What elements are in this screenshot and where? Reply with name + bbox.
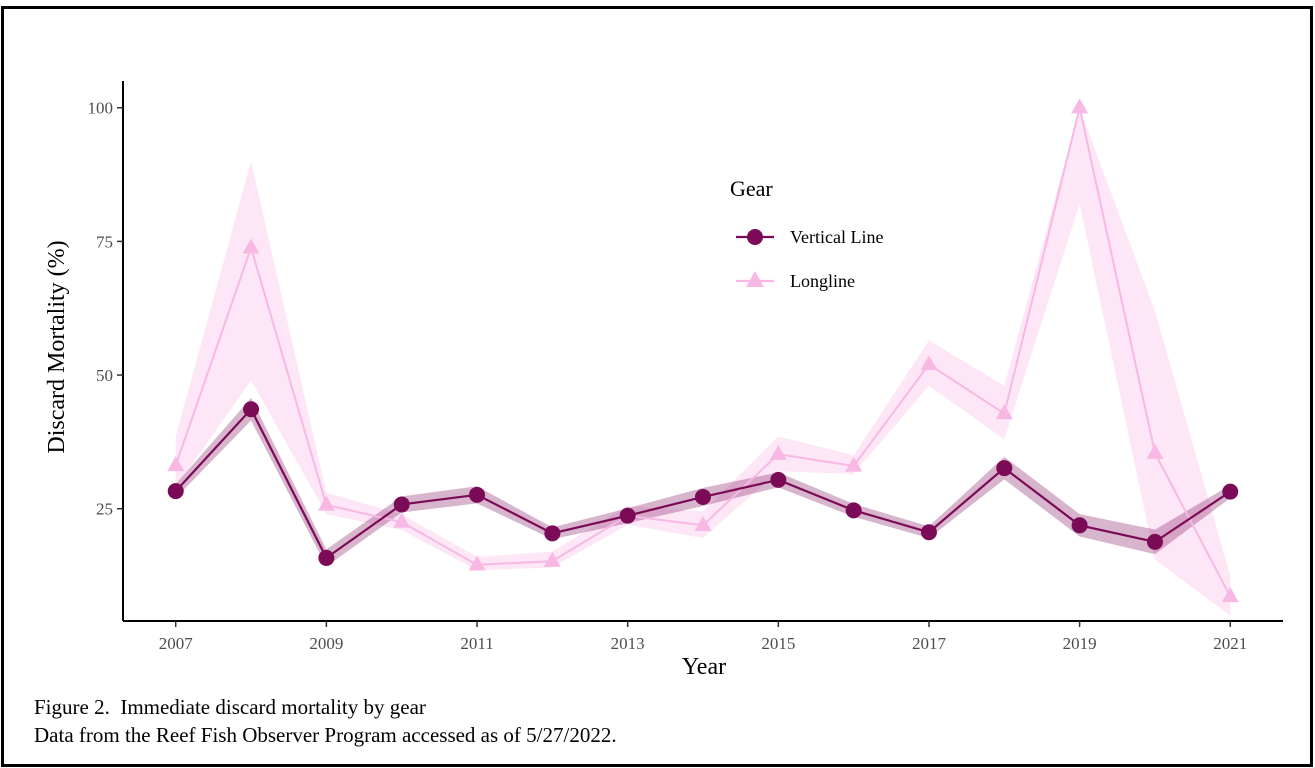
- figure-caption-source: Data from the Reef Fish Observer Program…: [34, 723, 617, 747]
- vertical-line-point: [619, 507, 636, 524]
- x-tick-label: 2021: [1213, 634, 1247, 653]
- legend: Gear Vertical Line Longline: [730, 176, 883, 291]
- longline-ribbon: [175, 107, 1231, 616]
- longline-point: [694, 515, 712, 531]
- vertical-line-point: [1146, 533, 1163, 550]
- y-tick-label: 50: [96, 366, 113, 385]
- vertical-line-point: [393, 496, 410, 513]
- vertical-line-point: [770, 471, 787, 488]
- vertical-line-point: [920, 524, 937, 541]
- vertical-line-point: [996, 460, 1013, 477]
- longline-point: [995, 404, 1013, 420]
- vertical-line-point: [469, 486, 486, 503]
- y-axis-title: Discard Mortality (%): [44, 240, 70, 453]
- vertical-line-point: [695, 488, 711, 505]
- vertical-line-ribbon: [175, 398, 1231, 567]
- vertical-line-point: [544, 525, 561, 542]
- x-tick-label: 2011: [460, 634, 493, 653]
- series-points: [167, 98, 1239, 603]
- y-tick-label: 100: [88, 99, 114, 118]
- discard-mortality-chart: 25 50 75 100 2007 2009 2011 2013 2015 2017 2019 202…: [44, 81, 1283, 680]
- longline-point: [920, 355, 938, 371]
- x-tick-label: 2009: [309, 634, 343, 653]
- longline-point: [1071, 98, 1089, 114]
- legend-title: Gear: [730, 176, 773, 201]
- longline-point: [1221, 587, 1239, 603]
- figure-frame: 25 50 75 100 2007 2009 2011 2013 2015 2017 2019 202…: [1, 6, 1313, 767]
- vertical-line-point: [318, 549, 335, 566]
- legend-longline-marker: [746, 271, 764, 287]
- y-tick-label: 75: [96, 232, 113, 251]
- longline-point: [1146, 443, 1164, 459]
- longline-point: [543, 551, 561, 567]
- vertical-line-point: [845, 502, 862, 519]
- x-tick-label: 2015: [761, 634, 795, 653]
- figure-caption-title: Figure 2. Immediate discard mortality by…: [34, 695, 426, 719]
- x-axis-title: Year: [682, 654, 726, 680]
- legend-longline-label: Longline: [790, 271, 855, 291]
- longline-point: [242, 238, 260, 254]
- axes: 25 50 75 100 2007 2009 2011 2013 2015 2017 2019 202…: [88, 81, 1283, 653]
- y-tick-label: 25: [96, 500, 113, 519]
- longline-point: [468, 555, 486, 571]
- vertical-line-point: [243, 401, 260, 418]
- longline-point: [167, 456, 185, 472]
- legend-vertical-line-marker: [747, 229, 763, 245]
- confidence-bands: [175, 107, 1231, 616]
- longline-point: [393, 512, 411, 528]
- longline-point: [845, 456, 863, 472]
- longline-point: [317, 495, 335, 511]
- x-tick-label: 2017: [912, 634, 947, 653]
- longline-point: [769, 444, 787, 460]
- x-tick-label: 2007: [159, 634, 194, 653]
- vertical-line-point: [1222, 483, 1239, 500]
- vertical-line-point: [1071, 517, 1088, 534]
- x-tick-label: 2013: [611, 634, 645, 653]
- x-tick-label: 2019: [1063, 634, 1097, 653]
- legend-vertical-line-label: Vertical Line: [790, 227, 883, 247]
- vertical-line-point: [167, 483, 184, 500]
